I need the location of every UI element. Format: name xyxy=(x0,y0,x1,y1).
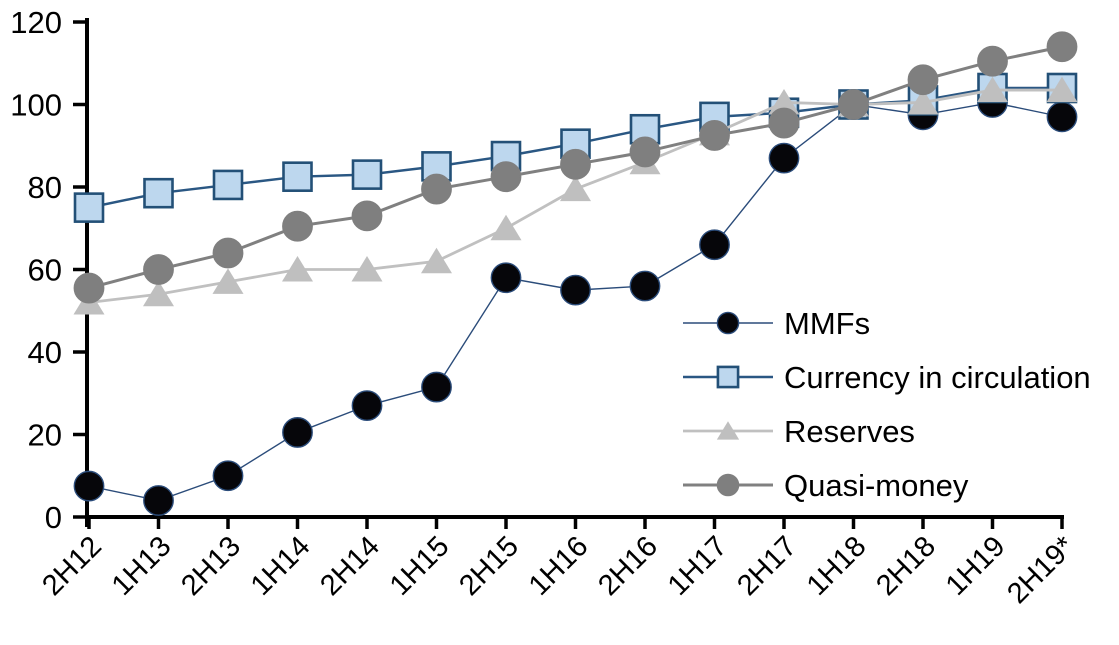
data-point-marker xyxy=(212,169,244,201)
legend-marker xyxy=(716,421,740,440)
data-point-marker xyxy=(73,470,105,502)
legend-marker xyxy=(716,473,740,497)
data-point-marker xyxy=(768,88,800,115)
x-tick-label: 1H14 xyxy=(245,530,317,602)
data-point-marker xyxy=(629,136,661,168)
data-point-marker xyxy=(351,200,383,232)
legend-label: Reserves xyxy=(784,414,915,449)
legend-item: Currency in circulation xyxy=(683,360,1091,395)
legend-marker xyxy=(716,365,740,389)
x-tick-label: 2H17 xyxy=(731,530,803,602)
x-tick-label: 2H16 xyxy=(592,530,664,602)
y-tick-label: 40 xyxy=(28,335,62,370)
data-point-marker xyxy=(143,254,174,285)
data-point-marker xyxy=(1046,101,1078,133)
data-point-marker xyxy=(1046,31,1078,63)
data-point-marker xyxy=(143,177,174,209)
data-point-marker xyxy=(838,89,869,120)
data-point-marker xyxy=(560,148,591,180)
x-tick-label: 1H13 xyxy=(106,530,178,602)
legend-item: Reserves xyxy=(683,414,915,449)
legend-label: Quasi-money xyxy=(784,468,969,503)
data-point-marker xyxy=(351,390,383,422)
data-point-marker xyxy=(282,256,313,282)
data-point-marker xyxy=(282,161,313,192)
data-point-marker xyxy=(699,229,730,261)
data-point-marker xyxy=(421,247,452,274)
x-tick-label: 2H15 xyxy=(453,530,525,602)
y-tick-label: 120 xyxy=(10,5,62,40)
x-tick-label: 2H13 xyxy=(175,530,247,602)
data-point-marker xyxy=(977,76,1008,103)
legend-item: Quasi-money xyxy=(683,468,969,503)
y-tick-label: 0 xyxy=(45,500,62,535)
legend-label: MMFs xyxy=(784,306,870,341)
data-point-marker xyxy=(560,274,591,306)
data-point-marker xyxy=(282,417,313,448)
y-tick-label: 60 xyxy=(28,253,62,288)
x-tick-label: 1H18 xyxy=(801,530,873,602)
data-point-marker xyxy=(421,173,452,205)
data-point-marker xyxy=(73,272,105,304)
x-tick-label: 2H12 xyxy=(36,530,108,602)
legend-label: Currency in circulation xyxy=(784,360,1091,395)
y-tick-label: 20 xyxy=(28,418,62,453)
data-point-marker xyxy=(212,460,244,492)
data-point-marker xyxy=(143,280,174,307)
data-point-marker xyxy=(907,64,939,96)
data-point-marker xyxy=(143,485,174,516)
series-quasi-money xyxy=(73,31,1078,304)
y-tick-label: 100 xyxy=(10,88,62,123)
data-point-marker xyxy=(282,210,313,242)
data-point-marker xyxy=(629,270,661,302)
x-tick-label: 2H14 xyxy=(314,530,386,602)
x-tick-label: 1H15 xyxy=(384,530,456,602)
data-point-marker xyxy=(768,107,800,139)
data-point-marker xyxy=(351,256,383,282)
data-point-marker xyxy=(212,237,244,269)
data-point-marker xyxy=(768,142,800,174)
data-point-marker xyxy=(907,88,939,115)
data-point-marker xyxy=(421,371,452,403)
legend-item: MMFs xyxy=(683,306,870,341)
data-point-marker xyxy=(212,268,244,294)
legend: MMFs Currency in circulation Reserves Quasi… xyxy=(683,306,1091,503)
x-tick-label: 1H19 xyxy=(940,530,1012,602)
data-point-marker xyxy=(351,159,383,190)
legend-marker xyxy=(716,311,740,335)
data-point-marker xyxy=(73,192,105,223)
y-tick-label: 80 xyxy=(28,170,62,205)
x-tick-label: 2H19* xyxy=(1001,530,1081,610)
x-tick-label: 1H17 xyxy=(662,530,734,602)
data-point-marker xyxy=(490,214,522,241)
x-tick-label: 1H16 xyxy=(523,530,595,602)
data-point-marker xyxy=(1046,76,1078,103)
x-tick-label: 2H18 xyxy=(870,530,942,602)
data-point-marker xyxy=(560,175,591,202)
series-mmfs xyxy=(73,87,1078,516)
data-point-marker xyxy=(699,120,730,151)
data-point-marker xyxy=(977,45,1008,77)
data-point-marker xyxy=(490,161,522,193)
data-point-marker xyxy=(490,262,522,294)
